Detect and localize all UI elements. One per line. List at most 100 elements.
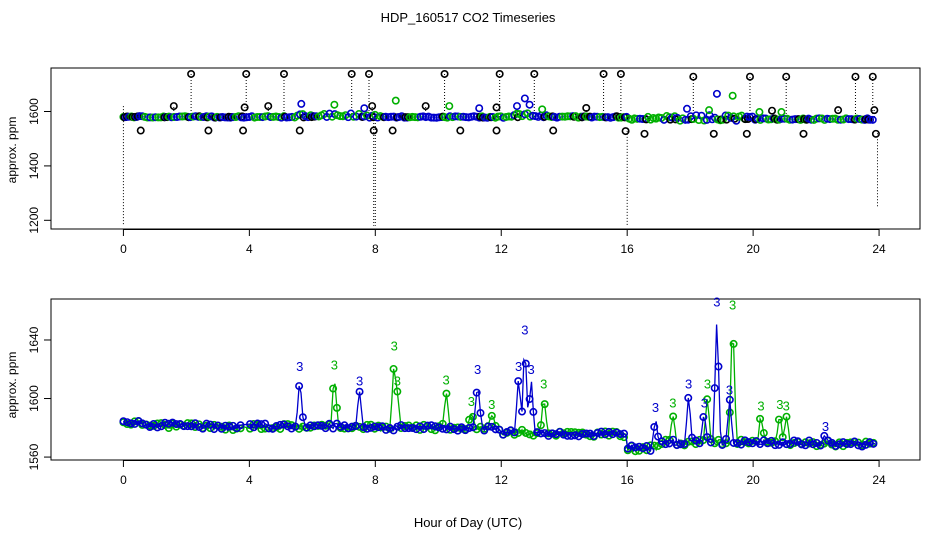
top-data-point xyxy=(671,115,680,124)
top-data-point xyxy=(868,115,877,124)
top-y-tick-label: 1200 xyxy=(27,207,41,234)
bottom-blue-series-point xyxy=(491,425,500,434)
top-spike-point xyxy=(421,102,430,111)
bottom-axes: 0 4 8 12 16 20 24 1560 1600 1640 xyxy=(27,326,886,487)
top-data-point xyxy=(229,113,238,122)
bottom-blue-series-point xyxy=(264,424,273,433)
bottom-blue-series-point xyxy=(718,440,727,449)
bottom-blue-series-point xyxy=(295,382,304,391)
top-data-point xyxy=(730,114,739,123)
bottom-blue-series-point xyxy=(661,440,670,449)
top-data-point xyxy=(451,112,460,121)
bottom-blue-series-point xyxy=(533,428,542,437)
top-spike-point xyxy=(440,69,449,78)
top-dip-point xyxy=(369,126,378,135)
top-peak-point xyxy=(755,108,764,117)
top-dip-point xyxy=(239,126,248,135)
bottom-x-tick-label: 16 xyxy=(621,473,635,487)
bottom-blue-series-point xyxy=(680,439,689,448)
top-dip-point xyxy=(456,126,465,135)
bottom-blue-series-point xyxy=(676,440,685,449)
bottom-blue-series-point xyxy=(654,432,663,441)
bottom-blue-series-point xyxy=(570,431,579,440)
bottom-blue-series-point xyxy=(790,436,799,445)
top-y-axis-label: approx. ppm xyxy=(5,117,19,184)
bottom-blue-series-point xyxy=(179,422,188,431)
top-x-tick-label: 12 xyxy=(495,242,509,256)
bottom-blue-series-point xyxy=(710,384,719,393)
bottom-blue-series-point xyxy=(168,418,177,427)
top-data-point xyxy=(242,113,251,122)
top-data-point xyxy=(791,115,800,124)
top-dip-point xyxy=(388,126,397,135)
top-spike-point xyxy=(347,69,356,78)
bottom-blue-series-point xyxy=(206,420,215,429)
bottom-blue-series-point xyxy=(160,418,169,427)
bottom-blue-series-point xyxy=(276,420,285,429)
top-data-point xyxy=(255,113,264,122)
bottom-blue-series-point xyxy=(797,440,806,449)
bottom-blue-series-point xyxy=(355,387,364,396)
top-data-point xyxy=(780,114,789,123)
top-spike-point xyxy=(745,72,754,81)
top-data-point xyxy=(435,113,444,122)
top-data-point xyxy=(456,112,465,121)
top-data-point xyxy=(558,112,567,121)
top-spike-point xyxy=(768,106,777,115)
bottom-blue-series-point xyxy=(778,438,787,447)
top-peak-point xyxy=(712,89,721,98)
bottom-blue-series-point xyxy=(225,422,234,431)
top-spike-point xyxy=(599,69,608,78)
bottom-blue-peak-label: 3 xyxy=(822,419,829,434)
top-dip-point xyxy=(742,129,751,138)
bottom-blue-series-point xyxy=(695,439,704,448)
bottom-blue-series-point xyxy=(646,446,655,455)
bottom-blue-series-point xyxy=(336,422,345,431)
bottom-blue-series-point xyxy=(374,423,383,432)
chart-title: HDP_160517 CO2 Timeseries xyxy=(380,10,556,25)
bottom-green-series-point xyxy=(521,428,530,437)
bottom-blue-series-point xyxy=(472,388,481,397)
bottom-blue-series-point xyxy=(348,422,357,431)
bottom-blue-series-point xyxy=(563,431,572,440)
top-peak-point xyxy=(728,91,737,100)
bottom-blue-series-point xyxy=(801,441,810,450)
bottom-blue-series-point xyxy=(370,422,379,431)
bottom-green-series-point xyxy=(759,429,768,438)
bottom-blue-series-point xyxy=(431,422,440,431)
bottom-green-series-point xyxy=(468,412,477,421)
bottom-blue-series-point xyxy=(578,430,587,439)
bottom-blue-series-point xyxy=(529,407,538,416)
bottom-x-tick-label: 20 xyxy=(746,473,760,487)
top-data-point xyxy=(411,113,420,122)
bottom-blue-series-point xyxy=(831,441,840,450)
top-peak-point xyxy=(330,100,339,109)
bottom-green-series-point xyxy=(257,424,266,433)
bottom-blue-series-point xyxy=(612,428,621,437)
bottom-blue-series-point xyxy=(548,429,557,438)
bottom-blue-series-point xyxy=(257,420,266,429)
top-peak-point xyxy=(777,108,786,117)
top-spike-point xyxy=(240,103,249,112)
bottom-blue-series-point xyxy=(221,421,230,430)
bottom-blue-series-point xyxy=(484,422,493,431)
bottom-blue-series-point xyxy=(172,420,181,429)
top-dip-point xyxy=(549,126,558,135)
bottom-blue-series-point xyxy=(536,429,545,438)
bottom-blue-series-point xyxy=(706,438,715,447)
bottom-blue-peak-label: 3 xyxy=(521,323,528,338)
bottom-blue-series-point xyxy=(404,424,413,433)
bottom-blue-series-point xyxy=(310,422,319,431)
top-spike-point xyxy=(868,72,877,81)
top-x-tick-label: 8 xyxy=(372,242,379,256)
bottom-green-peak-label: 3 xyxy=(540,377,547,392)
top-data-point xyxy=(833,115,842,124)
bottom-green-series-point xyxy=(536,421,545,430)
bottom-blue-series-point xyxy=(518,407,527,416)
top-data-point xyxy=(866,115,875,124)
bottom-blue-series-point xyxy=(729,438,738,447)
top-peak-point xyxy=(297,99,306,108)
bottom-blue-series-point xyxy=(521,359,530,368)
bottom-blue-series-point xyxy=(400,424,409,433)
bottom-x-tick-label: 4 xyxy=(246,473,253,487)
